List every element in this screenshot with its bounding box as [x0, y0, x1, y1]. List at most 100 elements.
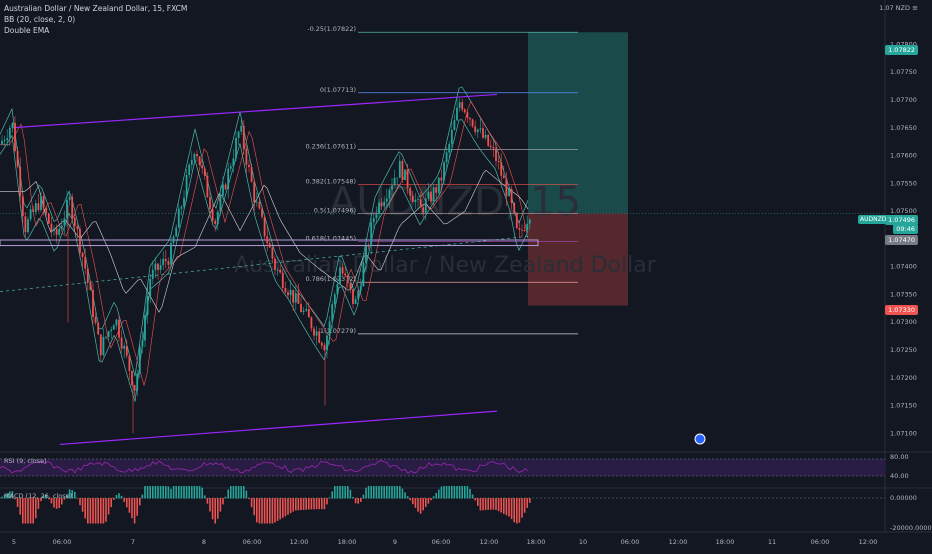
- candle[interactable]: [146, 296, 149, 315]
- candle[interactable]: [115, 319, 118, 326]
- candle[interactable]: [55, 228, 58, 235]
- candle[interactable]: [6, 138, 9, 141]
- candle[interactable]: [307, 309, 310, 318]
- candle[interactable]: [375, 214, 378, 219]
- candle[interactable]: [219, 195, 222, 212]
- candle[interactable]: [287, 292, 289, 296]
- candle[interactable]: [235, 138, 237, 159]
- candle[interactable]: [417, 199, 419, 200]
- candle[interactable]: [14, 122, 16, 151]
- candle[interactable]: [463, 109, 466, 113]
- candle[interactable]: [274, 258, 276, 270]
- candle[interactable]: [105, 336, 107, 338]
- candle[interactable]: [229, 166, 232, 169]
- candle[interactable]: [138, 346, 141, 374]
- candle[interactable]: [430, 191, 432, 202]
- candle[interactable]: [487, 134, 490, 146]
- candle[interactable]: [523, 230, 526, 231]
- candle[interactable]: [388, 189, 391, 199]
- candle[interactable]: [302, 310, 305, 313]
- candle[interactable]: [237, 131, 240, 139]
- candle[interactable]: [211, 208, 214, 221]
- profit-zone[interactable]: [528, 32, 628, 214]
- candle[interactable]: [125, 345, 128, 356]
- candle[interactable]: [443, 162, 445, 181]
- candle[interactable]: [333, 294, 336, 305]
- candle[interactable]: [354, 298, 357, 304]
- candle[interactable]: [99, 334, 102, 356]
- candle[interactable]: [167, 261, 170, 265]
- candle[interactable]: [112, 325, 115, 330]
- alert-icon[interactable]: [694, 433, 706, 445]
- candle[interactable]: [305, 309, 308, 311]
- candle[interactable]: [427, 191, 430, 199]
- candle[interactable]: [484, 134, 487, 138]
- candle[interactable]: [47, 213, 50, 224]
- candle[interactable]: [406, 169, 409, 189]
- candle[interactable]: [268, 243, 271, 248]
- candle[interactable]: [276, 269, 279, 271]
- candle[interactable]: [453, 120, 456, 130]
- candle[interactable]: [263, 216, 266, 237]
- candle[interactable]: [352, 289, 354, 304]
- candle[interactable]: [497, 160, 500, 163]
- candle[interactable]: [469, 117, 471, 120]
- candle[interactable]: [89, 282, 92, 291]
- candle[interactable]: [489, 145, 492, 148]
- candle[interactable]: [409, 188, 412, 196]
- candle[interactable]: [227, 168, 230, 190]
- candle[interactable]: [383, 201, 386, 207]
- candle[interactable]: [414, 199, 417, 202]
- candle[interactable]: [258, 201, 261, 209]
- candle[interactable]: [266, 236, 269, 244]
- candle[interactable]: [349, 283, 352, 290]
- candle[interactable]: [136, 373, 139, 391]
- candle[interactable]: [320, 342, 323, 346]
- candle[interactable]: [209, 197, 211, 209]
- candle[interactable]: [1, 140, 3, 145]
- candle[interactable]: [391, 185, 393, 190]
- candle[interactable]: [250, 167, 253, 182]
- candle[interactable]: [180, 206, 183, 209]
- candle[interactable]: [102, 336, 105, 356]
- candle[interactable]: [154, 263, 157, 270]
- candle[interactable]: [248, 164, 250, 168]
- candle[interactable]: [37, 203, 40, 210]
- candle[interactable]: [445, 152, 448, 163]
- candle[interactable]: [216, 211, 219, 225]
- candle[interactable]: [131, 371, 133, 386]
- candle[interactable]: [500, 162, 503, 176]
- candle[interactable]: [289, 289, 292, 296]
- candle[interactable]: [198, 156, 201, 166]
- candle[interactable]: [411, 195, 414, 202]
- candle[interactable]: [284, 287, 287, 293]
- candle[interactable]: [479, 128, 482, 130]
- candle[interactable]: [84, 256, 87, 269]
- candle[interactable]: [196, 154, 198, 157]
- candle[interactable]: [206, 175, 209, 198]
- candle[interactable]: [294, 292, 297, 303]
- candle[interactable]: [346, 275, 349, 284]
- candle[interactable]: [271, 247, 274, 259]
- candle[interactable]: [170, 242, 172, 265]
- candle[interactable]: [92, 290, 94, 317]
- candle[interactable]: [279, 269, 282, 273]
- candle[interactable]: [253, 181, 256, 203]
- candle[interactable]: [339, 267, 341, 285]
- candle[interactable]: [185, 174, 188, 198]
- candle[interactable]: [432, 187, 435, 202]
- candle[interactable]: [458, 102, 461, 108]
- bb-indicator-label[interactable]: BB (20, close, 2, 0): [4, 15, 76, 24]
- candle[interactable]: [398, 160, 401, 178]
- candle[interactable]: [474, 126, 477, 133]
- candle[interactable]: [323, 345, 326, 351]
- candle[interactable]: [393, 177, 396, 186]
- candle[interactable]: [365, 245, 367, 263]
- candle[interactable]: [310, 317, 313, 329]
- candle[interactable]: [492, 147, 495, 149]
- candle[interactable]: [164, 258, 167, 262]
- candle[interactable]: [437, 177, 440, 193]
- candle[interactable]: [362, 262, 365, 287]
- candle[interactable]: [71, 196, 74, 218]
